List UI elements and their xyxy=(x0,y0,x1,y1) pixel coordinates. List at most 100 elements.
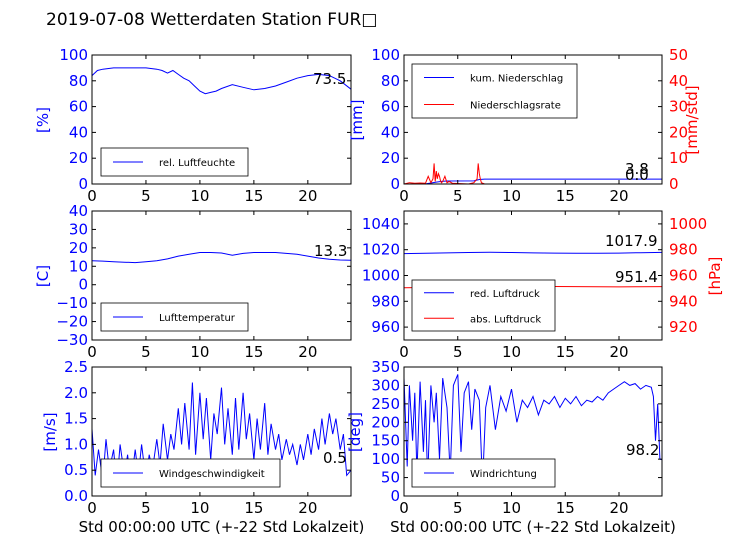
series-line-niederschlagsrate xyxy=(403,163,662,185)
y-tick-label: 40 xyxy=(381,123,400,141)
y-tick-label: 0 xyxy=(78,175,88,193)
x-tick-label: 15 xyxy=(244,499,263,517)
y-tick-label: −10 xyxy=(56,294,88,312)
legend: rel. Luftfeuchte xyxy=(100,147,249,177)
y-tick-label: 150 xyxy=(371,432,400,450)
y-tick-label: −20 xyxy=(56,313,88,331)
legend-entry: red. Luftdruck xyxy=(470,289,540,300)
legend-entry: abs. Luftdruck xyxy=(470,314,541,325)
legend-entry: rel. Luftfeuchte xyxy=(159,158,235,169)
y-tick-label: 0 xyxy=(390,175,400,193)
y-tick-label: 980 xyxy=(371,292,400,310)
y-tick-label: 80 xyxy=(381,72,400,90)
x-tick-label: 20 xyxy=(609,499,628,517)
y-axis-label: [mm] xyxy=(348,100,366,141)
y-tick-label: 200 xyxy=(371,413,400,431)
y-tick-label-right: 10 xyxy=(669,149,688,167)
x-tick-label: 10 xyxy=(502,499,521,517)
y-tick-label-right: 980 xyxy=(669,241,698,259)
x-tick-label: 10 xyxy=(190,343,209,361)
last-value-label: 13.3 xyxy=(314,242,347,260)
legend-frame xyxy=(411,279,556,332)
last-value-label: 3.8 xyxy=(625,160,649,178)
y-axis-label-right: [hPa] xyxy=(706,257,724,296)
x-tick-label: 10 xyxy=(190,499,209,517)
x-tick-label: 20 xyxy=(609,187,628,205)
y-tick-label: 1000 xyxy=(362,267,400,285)
y-axis-label: [deg] xyxy=(346,412,364,452)
series-line-windrichtung xyxy=(403,374,663,485)
last-value-label: 0.5 xyxy=(323,449,347,467)
legend: Windgeschwindigkeit xyxy=(100,458,281,488)
last-value-label: 73.5 xyxy=(313,70,346,88)
panel-pressure: 0 5 10 15 20 960 980 1000 1020 1040 920 940 960 980 10… xyxy=(362,210,724,361)
y-tick-label-right: 30 xyxy=(669,98,688,116)
series-line-lufttemperatur xyxy=(91,252,352,264)
x-tick-label: 5 xyxy=(141,499,151,517)
figure-title: 2019-07-08 Wetterdaten Station FUR□ xyxy=(46,10,378,30)
y-axis-label: [m/s] xyxy=(41,412,59,451)
y-tick-label: 2.5 xyxy=(64,358,88,376)
legend-entry: Windrichtung xyxy=(470,469,537,480)
y-tick-label: 350 xyxy=(371,358,400,376)
panel-temperature: 0 5 10 15 20−30−20−10010203040[C]Lufttempera… xyxy=(34,202,352,361)
legend: red. Luftdruck abs. Luftdruck xyxy=(411,279,556,332)
y-tick-label: 100 xyxy=(59,46,88,64)
y-tick-label-right: 40 xyxy=(669,72,688,90)
panel-wind_speed: 0 5 10 15 20 0.0 0.5 1.0 1.5 2.0 2.5 [m/s] Std 00:00… xyxy=(41,358,364,536)
y-tick-label: −30 xyxy=(56,331,88,349)
x-tick-label: 20 xyxy=(298,499,317,517)
y-tick-label: 20 xyxy=(381,149,400,167)
series-line-windgeschwindigkeit xyxy=(91,382,352,486)
x-tick-label: 20 xyxy=(298,343,317,361)
legend-entry: Niederschlagsrate xyxy=(470,101,561,112)
y-axis-label-right: [mm/std] xyxy=(683,85,701,154)
x-tick-label: 10 xyxy=(502,343,521,361)
y-tick-label-right: 20 xyxy=(669,123,688,141)
x-tick-label: 20 xyxy=(609,343,628,361)
y-tick-label: 960 xyxy=(371,318,400,336)
legend-frame xyxy=(411,63,578,119)
axes-frame xyxy=(91,54,352,185)
y-tick-label: 30 xyxy=(69,220,88,238)
x-tick-label: 15 xyxy=(244,187,263,205)
y-tick-label: 300 xyxy=(371,376,400,394)
x-tick-label: 10 xyxy=(190,187,209,205)
y-tick-label: 40 xyxy=(69,123,88,141)
y-axis-label: [%] xyxy=(34,107,52,133)
y-tick-label: 50 xyxy=(381,469,400,487)
legend: kum. Niederschlag Niederschlagsrate xyxy=(411,63,578,119)
y-tick-label: 0.0 xyxy=(64,487,88,505)
y-tick-label: 1040 xyxy=(362,215,400,233)
y-tick-label: 250 xyxy=(371,395,400,413)
axes-frame xyxy=(91,366,352,497)
y-tick-label-right: 0 xyxy=(669,175,679,193)
y-tick-label: 10 xyxy=(69,257,88,275)
axes-frame xyxy=(403,366,663,497)
y-tick-label: 1.0 xyxy=(64,435,88,453)
x-tick-label: 0 xyxy=(87,343,97,361)
x-tick-label: 5 xyxy=(453,343,463,361)
legend-entry: Windgeschwindigkeit xyxy=(159,469,265,480)
legend: Lufttemperatur xyxy=(100,302,249,332)
y-tick-label: 20 xyxy=(69,149,88,167)
y-tick-label: 1020 xyxy=(362,241,400,259)
last-value-label: 98.2 xyxy=(626,441,659,459)
series-line-red-luftdruck xyxy=(403,251,663,255)
x-tick-label: 5 xyxy=(453,499,463,517)
y-tick-label: 2.0 xyxy=(64,384,88,402)
y-tick-label: 0 xyxy=(390,487,400,505)
x-tick-label: 0 xyxy=(87,499,97,517)
y-tick-label: 1.5 xyxy=(64,410,88,428)
legend: Windrichtung xyxy=(411,458,556,488)
x-tick-label: 0 xyxy=(399,343,409,361)
x-tick-label: 5 xyxy=(453,187,463,205)
y-tick-label-right: 920 xyxy=(669,318,698,336)
axes-frame xyxy=(91,210,352,341)
legend-entry: Lufttemperatur xyxy=(159,313,236,324)
y-tick-label-right: 960 xyxy=(669,267,698,285)
x-tick-label: 15 xyxy=(556,187,575,205)
panel-humidity: 0 5 10 15 20 0 20 40 60 80 100 [%] rel. Luftfeuchte 7… xyxy=(34,46,352,205)
y-axis-label: [C] xyxy=(34,265,52,287)
